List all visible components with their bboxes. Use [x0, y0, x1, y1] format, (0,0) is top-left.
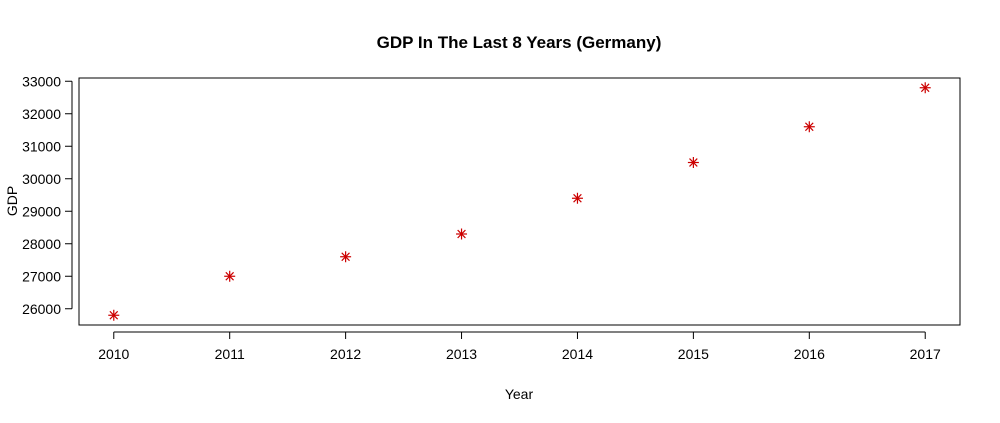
y-axis: 26000 27000 28000 29000 30000 31000 32000 33000	[22, 73, 73, 317]
y-tick-label: 29000	[22, 203, 61, 219]
marker-stroke	[225, 271, 235, 281]
data-point-2017	[919, 82, 931, 94]
y-tick-label: 28000	[22, 236, 61, 252]
data-point-2010	[108, 309, 120, 321]
y-axis-label: GDP	[4, 186, 20, 216]
x-tick-label: 2012	[330, 346, 361, 362]
marker-stroke	[341, 252, 350, 262]
y-tick-label: 31000	[22, 138, 61, 154]
marker-stroke	[109, 310, 119, 320]
x-tick-label: 2016	[794, 346, 825, 362]
data-points	[108, 82, 931, 321]
marker-stroke	[920, 83, 930, 93]
x-tick-label: 2011	[215, 346, 245, 362]
x-tick-label: 2010	[98, 346, 129, 362]
data-point-2016	[803, 121, 815, 133]
data-point-2012	[340, 251, 352, 263]
marker-stroke	[573, 193, 582, 203]
x-axis-label: Year	[505, 386, 534, 402]
y-tick-label: 26000	[22, 301, 61, 317]
y-tick-label: 27000	[22, 268, 61, 284]
marker-stroke	[689, 158, 698, 167]
x-tick-label: 2013	[446, 346, 477, 362]
data-point-2013	[456, 228, 468, 240]
x-tick-label: 2017	[910, 346, 941, 362]
x-tick-label: 2014	[562, 346, 593, 362]
marker-stroke	[457, 229, 466, 239]
y-tick-label: 33000	[22, 73, 61, 89]
x-axis: 2010 2011 2012 2013 2014 2015 2016 2017	[98, 331, 941, 362]
chart-title: GDP In The Last 8 Years (Germany)	[377, 33, 662, 52]
marker-stroke	[804, 122, 814, 132]
plot-frame	[78, 77, 961, 326]
data-point-2015	[687, 157, 699, 168]
x-tick-label: 2015	[678, 346, 709, 362]
y-tick-label: 32000	[22, 106, 61, 122]
data-point-2014	[571, 192, 583, 204]
y-tick-label: 30000	[22, 171, 61, 187]
data-point-2011	[224, 270, 236, 282]
